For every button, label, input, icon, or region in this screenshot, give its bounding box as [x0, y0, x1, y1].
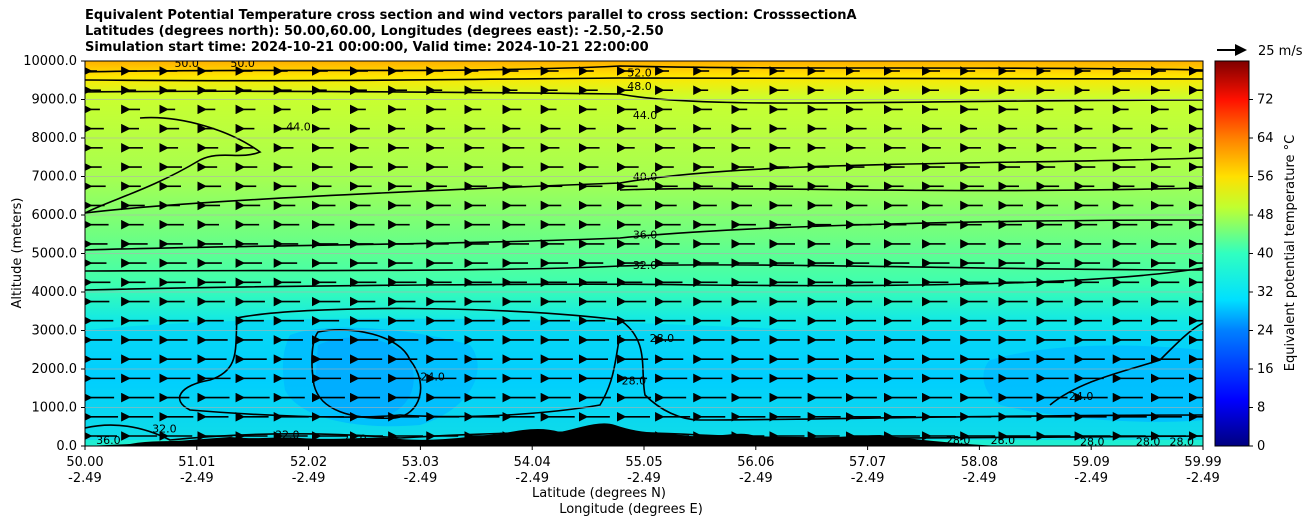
x-tick-label-latitude: 51.01 [178, 455, 215, 470]
x-tick-label-longitude: -2.49 [963, 471, 997, 486]
y-tick-label: 10000.0 [23, 54, 77, 69]
colorbar-tick-label: 72 [1257, 93, 1274, 108]
x-tick-label-longitude: -2.49 [180, 471, 214, 486]
colorbar-tick-label: 16 [1257, 362, 1274, 377]
x-tick-label-latitude: 50.00 [66, 455, 103, 470]
x-tick-label-latitude: 52.02 [290, 455, 327, 470]
chart-title-line-2: Latitudes (degrees north): 50.00,60.00, … [85, 24, 664, 39]
contour-label: 44.0 [286, 120, 311, 133]
y-tick-label: 7000.0 [32, 170, 78, 185]
colorbar-tick-label: 56 [1257, 170, 1274, 185]
contour-label: 50.0 [174, 57, 199, 70]
y-tick-label: 0.0 [56, 439, 77, 454]
contour-label: 32.0 [633, 259, 658, 272]
contour-label: 44.0 [633, 109, 658, 122]
contour-label: 32.0 [152, 423, 177, 436]
chart-title-line-3: Simulation start time: 2024-10-21 00:00:… [85, 40, 649, 55]
contour-label: 28.0 [1080, 435, 1105, 448]
y-tick-label: 6000.0 [32, 208, 78, 223]
contour-52 [85, 65, 1203, 73]
y-axis: 0.0 1000.0 2000.0 3000.0 4000.0 5000.0 6000.0 7… [23, 54, 1203, 454]
x-tick-label-latitude: 54.04 [514, 455, 551, 470]
x-axis: 50.00-2.4951.01-2.4952.02-2.4953.03-2.49… [66, 446, 1222, 486]
x-tick-label-longitude: -2.49 [1186, 471, 1220, 486]
colorbar-tick-label: 0 [1257, 439, 1265, 454]
y-tick-label: 4000.0 [32, 285, 78, 300]
x-axis-label-latitude: Latitude (degrees N) [532, 486, 666, 501]
quiver-key-label: 25 m/s [1258, 44, 1303, 59]
contour-48 [85, 77, 1203, 82]
contour-labels: 52.048.0 44.0 40.0 36.0 32.0 28.0 28.0 24.0 24.0… [96, 57, 1194, 449]
y-tick-label: 9000.0 [32, 93, 78, 108]
y-tick-label: 2000.0 [32, 362, 78, 377]
x-tick-label-longitude: -2.49 [739, 471, 773, 486]
x-tick-label-latitude: 58.08 [961, 455, 998, 470]
x-tick-label-latitude: 57.07 [849, 455, 886, 470]
contour-label: 28.0 [499, 430, 524, 443]
cold-pool-right [983, 345, 1203, 422]
x-tick-label-longitude: -2.49 [1074, 471, 1108, 486]
x-tick-label-longitude: -2.49 [515, 471, 549, 486]
contour-label: 28.0 [1169, 435, 1194, 448]
contour-label: 28.0 [622, 375, 647, 388]
contour-label: 28.0 [650, 332, 675, 345]
x-tick-label-longitude: -2.49 [68, 471, 102, 486]
x-tick-label-latitude: 56.06 [737, 455, 774, 470]
x-tick-label-longitude: -2.49 [851, 471, 885, 486]
colorbar-tick-label: 24 [1257, 324, 1274, 339]
colorbar [1214, 60, 1250, 447]
colorbar-tick-label: 8 [1257, 401, 1265, 416]
colorbar-tick-label: 32 [1257, 285, 1274, 300]
contour-label: 24.0 [420, 371, 445, 384]
y-tick-label: 5000.0 [32, 247, 78, 262]
contour-label: 28.0 [991, 434, 1016, 447]
contour-label: 36.0 [633, 228, 658, 241]
contour-label: 50.0 [230, 57, 255, 70]
contour-label: 52.0 [627, 67, 652, 80]
x-tick-label-latitude: 59.09 [1073, 455, 1110, 470]
contour-label: 32.0 [275, 428, 300, 441]
y-tick-label: 3000.0 [32, 324, 78, 339]
x-axis-label-longitude: Longitude (degrees E) [559, 502, 703, 517]
x-tick-label-longitude: -2.49 [292, 471, 326, 486]
x-tick-label-latitude: 55.05 [625, 455, 662, 470]
contour-label: 36.0 [96, 434, 121, 447]
plot-area: 52.048.0 44.0 40.0 36.0 32.0 28.0 28.0 24.0 24.0… [85, 57, 1203, 449]
y-tick-label: 8000.0 [32, 131, 78, 146]
colorbar-tick-label: 48 [1257, 208, 1274, 223]
contour-label: 28.0 [789, 436, 814, 449]
contour-label: 28.0 [946, 434, 971, 447]
x-tick-label-latitude: 53.03 [402, 455, 439, 470]
x-tick-label-longitude: -2.49 [404, 471, 438, 486]
y-axis-label: Altitude (meters) [10, 198, 25, 309]
colorbar-label: Equivalent potential temperature °C [1283, 135, 1298, 371]
contour-label: 24.0 [1069, 390, 1094, 403]
colorbar-tick-label: 64 [1257, 131, 1274, 146]
contour-label: 48.0 [627, 80, 652, 93]
contour-label: 40.0 [633, 171, 658, 184]
contour-label: 28.0 [342, 432, 367, 445]
chart-title-line-1: Equivalent Potential Temperature cross s… [85, 8, 857, 23]
x-tick-label-longitude: -2.49 [627, 471, 661, 486]
colorbar-ticks: 0 8 16 24 32 40 48 56 64 72 [1249, 93, 1274, 454]
x-tick-label-latitude: 59.99 [1184, 455, 1221, 470]
contour-label: 28.0 [1136, 435, 1161, 448]
y-tick-label: 1000.0 [32, 401, 78, 416]
colorbar-tick-label: 40 [1257, 247, 1274, 262]
wind-vectors [85, 66, 1203, 441]
